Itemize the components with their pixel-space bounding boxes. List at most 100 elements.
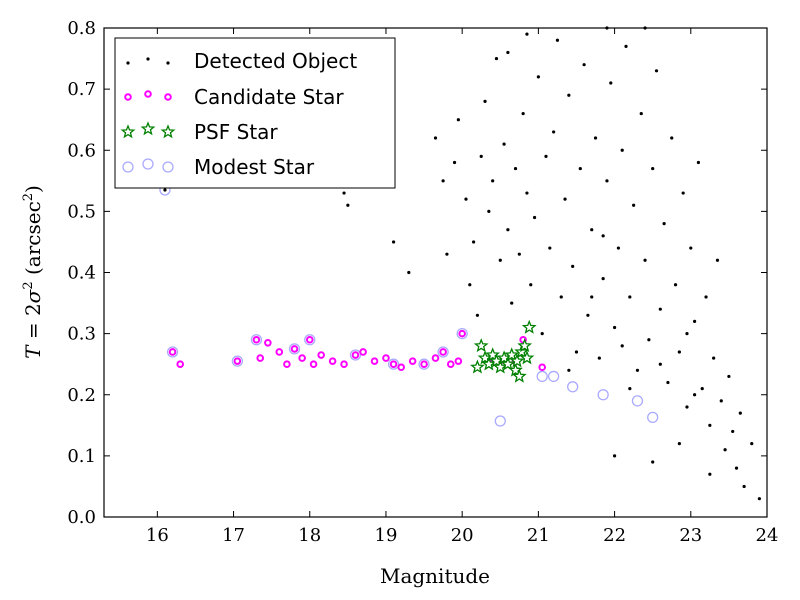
- x-tick-label: 24: [756, 525, 779, 546]
- data-point: [605, 179, 609, 183]
- data-point: [511, 368, 527, 383]
- data-point: [420, 360, 428, 368]
- data-point: [685, 405, 689, 409]
- data-point: [288, 343, 301, 355]
- y-tick-label: 0.3: [67, 324, 96, 345]
- data-point: [662, 222, 666, 226]
- y-tick-label: 0.7: [67, 79, 96, 100]
- data-point: [639, 111, 643, 116]
- legend-marker: [164, 93, 172, 101]
- data-point: [643, 258, 647, 262]
- data-point: [494, 415, 506, 427]
- data-point: [612, 325, 617, 330]
- data-point: [704, 295, 708, 299]
- data-point: [719, 399, 723, 403]
- data-point: [555, 38, 560, 42]
- data-point: [519, 350, 535, 365]
- x-axis-label: Magnitude: [380, 564, 490, 588]
- data-point: [708, 423, 712, 427]
- data-point: [370, 357, 379, 365]
- data-point: [696, 160, 701, 165]
- data-point: [479, 154, 483, 158]
- data-point: [477, 350, 493, 365]
- data-point: [328, 357, 337, 365]
- data-point: [513, 166, 518, 171]
- data-point: [727, 374, 731, 379]
- data-point: [750, 442, 754, 446]
- data-point: [502, 142, 506, 146]
- legend-marker: [126, 61, 130, 65]
- legend-marker-psf-star: [120, 121, 176, 139]
- data-point: [163, 188, 167, 192]
- data-point: [593, 136, 598, 140]
- data-point: [532, 215, 537, 220]
- data-point: [670, 136, 674, 140]
- data-point: [731, 429, 735, 434]
- y-tick-label: 0.6: [67, 140, 96, 161]
- data-point: [590, 295, 594, 299]
- data-point: [475, 313, 480, 317]
- data-point: [632, 203, 636, 207]
- data-point: [408, 357, 417, 365]
- data-point: [382, 354, 390, 362]
- legend-marker-candidate-star: [124, 90, 172, 101]
- legend-marker: [122, 161, 134, 173]
- data-point: [536, 75, 540, 79]
- legend-marker: [120, 124, 136, 139]
- data-point: [496, 350, 512, 365]
- data-point: [578, 166, 582, 171]
- data-point: [340, 360, 348, 368]
- x-tick-label: 17: [222, 525, 245, 546]
- data-point: [631, 395, 644, 407]
- series-psf-star: [470, 319, 537, 383]
- legend: Detected Object Candidate Star PSF Star …: [114, 37, 396, 189]
- data-point: [454, 357, 463, 365]
- legend-marker: [140, 121, 156, 136]
- data-point: [521, 111, 525, 116]
- data-point: [407, 270, 411, 275]
- data-point: [552, 130, 556, 134]
- data-point: [506, 228, 510, 232]
- data-point: [494, 56, 499, 61]
- data-point: [521, 319, 537, 334]
- data-point: [452, 160, 457, 165]
- y-tick-label: 0.4: [67, 263, 96, 284]
- data-point: [658, 307, 662, 311]
- y-tick-label: 0.8: [67, 18, 96, 39]
- data-point: [509, 353, 525, 368]
- y-tick-label: 0.5: [67, 201, 96, 222]
- data-point: [651, 166, 655, 171]
- data-point: [548, 246, 552, 250]
- data-point: [506, 50, 510, 55]
- data-point: [712, 356, 716, 360]
- data-point: [567, 368, 571, 372]
- data-point: [590, 228, 594, 232]
- data-point: [317, 351, 325, 359]
- data-point: [628, 387, 632, 391]
- data-point: [536, 370, 548, 383]
- data-point: [715, 258, 720, 262]
- data-point: [601, 277, 605, 281]
- legend-marker-detected-object: [126, 57, 170, 65]
- data-point: [168, 348, 177, 356]
- legend-markers: [120, 57, 176, 173]
- data-point: [559, 295, 563, 299]
- data-point: [445, 252, 449, 256]
- data-point: [734, 466, 739, 470]
- data-point: [529, 283, 533, 287]
- legend-marker-modest-star: [122, 158, 174, 173]
- data-point: [298, 354, 306, 362]
- data-point: [437, 346, 449, 358]
- data-point: [250, 334, 263, 346]
- data-point: [700, 387, 704, 391]
- data-point: [708, 472, 712, 476]
- data-point: [231, 355, 244, 367]
- data-point: [391, 240, 396, 244]
- data-point: [609, 81, 613, 85]
- data-point: [586, 313, 590, 317]
- data-point: [468, 283, 472, 287]
- data-point: [510, 301, 514, 305]
- y-tick-label: 0.1: [67, 446, 96, 467]
- data-point: [540, 332, 544, 336]
